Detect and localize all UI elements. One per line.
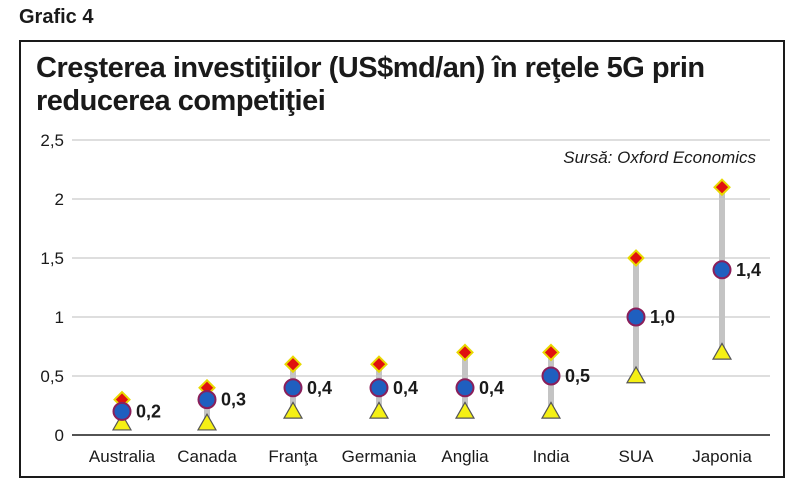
source-note: Sursă: Oxford Economics <box>563 148 756 167</box>
diamond-marker <box>284 355 302 374</box>
circle-marker <box>369 378 389 398</box>
triangle-marker <box>368 401 390 419</box>
y-tick-label: 0,5 <box>40 367 64 386</box>
x-axis-labels: Australia Canada Franţa Germania Anglia India… <box>89 447 752 466</box>
triangle-marker <box>454 401 476 419</box>
y-tick-label: 1,5 <box>40 249 64 268</box>
data-labels: 0,2 0,3 0,4 0,4 0,4 0,5 1,0 1,4 <box>136 260 761 422</box>
y-tick-label: 0 <box>55 426 64 445</box>
category-label: Canada <box>177 447 237 466</box>
category-label: Australia <box>89 447 156 466</box>
circle-marker <box>541 366 561 386</box>
diamond-marker <box>456 343 474 362</box>
circle-marker <box>455 378 475 398</box>
diamond-marker <box>713 178 731 197</box>
y-tick-label: 2 <box>55 190 64 209</box>
triangle-marker <box>625 365 647 384</box>
circle-marker <box>112 401 132 421</box>
diamond-marker <box>627 249 645 267</box>
data-label: 0,2 <box>136 401 161 421</box>
circle-marker <box>626 307 646 327</box>
data-label: 0,5 <box>565 366 590 386</box>
diamond-marker <box>370 355 388 374</box>
triangle-marker <box>282 401 304 419</box>
data-label: 1,4 <box>736 260 761 280</box>
chart-title: Creşterea investiţiilor (US$md/an) în re… <box>36 52 705 117</box>
category-label: Franţa <box>268 447 318 466</box>
y-axis-ticks: 0 0,5 1 1,5 2 2,5 <box>40 131 64 445</box>
category-label: India <box>533 447 570 466</box>
data-label: 0,3 <box>221 390 246 410</box>
data-label: 1,0 <box>650 307 675 327</box>
circle-marker <box>283 378 303 398</box>
triangle-marker <box>196 412 218 431</box>
data-label: 0,4 <box>307 378 332 398</box>
figure-label: Grafic 4 <box>19 6 94 28</box>
triangle-marker <box>711 342 733 360</box>
category-label: Anglia <box>441 447 489 466</box>
data-label: 0,4 <box>479 378 504 398</box>
diamond-marker <box>542 343 560 362</box>
data-label: 0,4 <box>393 378 418 398</box>
data-markers <box>111 178 733 431</box>
category-label: Japonia <box>692 447 752 466</box>
grid-lines <box>72 139 770 436</box>
y-tick-label: 2,5 <box>40 131 64 150</box>
category-label: Germania <box>342 447 417 466</box>
triangle-marker <box>540 401 562 419</box>
triangle-marker <box>111 412 133 431</box>
circle-marker <box>197 390 217 410</box>
y-tick-label: 1 <box>55 308 64 327</box>
circle-marker <box>712 260 732 280</box>
category-label: SUA <box>619 447 655 466</box>
chart-frame <box>19 40 785 478</box>
